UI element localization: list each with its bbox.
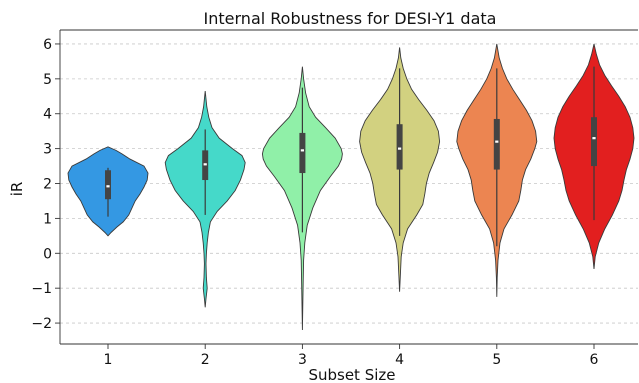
median-marker-5 xyxy=(495,140,499,143)
y-tick-label-8: 6 xyxy=(43,37,52,53)
median-marker-1 xyxy=(106,185,110,188)
iqr-box-1 xyxy=(105,170,111,200)
y-tick-label-1: −1 xyxy=(31,281,52,297)
x-tick-label-5: 5 xyxy=(492,352,501,368)
y-tick-label-4: 2 xyxy=(43,177,52,193)
chart-title: Internal Robustness for DESI-Y1 data xyxy=(204,9,497,28)
x-tick-label-4: 4 xyxy=(395,352,404,368)
median-marker-6 xyxy=(592,137,596,140)
x-tick-label-6: 6 xyxy=(590,352,599,368)
median-marker-4 xyxy=(398,147,402,150)
iqr-box-3 xyxy=(299,132,306,174)
y-axis-label: iR xyxy=(8,182,26,197)
y-tick-label-6: 4 xyxy=(43,107,52,123)
iqr-box-5 xyxy=(493,118,500,170)
y-tick-label-5: 3 xyxy=(43,142,52,158)
iqr-box-6 xyxy=(591,117,597,167)
violin-layer xyxy=(67,43,635,331)
iqr-box-4 xyxy=(396,124,403,170)
y-tick-label-2: 0 xyxy=(43,246,52,262)
x-tick-label-1: 1 xyxy=(104,352,113,368)
median-marker-2 xyxy=(203,163,207,166)
y-tick-label-3: 1 xyxy=(43,211,52,227)
y-tick-label-0: −2 xyxy=(31,316,52,332)
y-tick-label-7: 5 xyxy=(43,72,52,88)
median-marker-3 xyxy=(300,149,304,152)
x-tick-label-2: 2 xyxy=(201,352,210,368)
x-tick-label-3: 3 xyxy=(298,352,307,368)
axis-layer: −2 −1 0 1 2 3 4 5 6 1 2 3 4 5 6 xyxy=(31,29,638,368)
grid-layer xyxy=(60,43,638,324)
x-axis-label: Subset Size xyxy=(308,366,395,383)
